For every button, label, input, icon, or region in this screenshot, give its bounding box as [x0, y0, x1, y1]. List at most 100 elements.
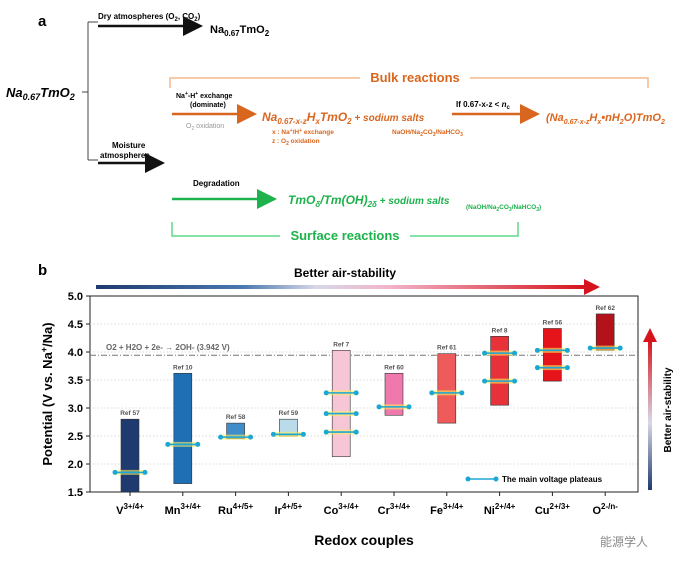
ref-label: Ref 62 — [595, 305, 615, 312]
ref-label: Ref 57 — [120, 410, 140, 417]
right-gradient-arrow — [648, 340, 652, 490]
ref-label: Ref 59 — [279, 410, 299, 417]
dry-atmosphere-label: Dry atmospheres (O2, CO2) — [98, 12, 201, 23]
reference-line-label: O2 + H2O + 2e- → 2OH- (3.942 V) — [106, 343, 230, 352]
plateau-point — [218, 434, 224, 440]
range-bar — [173, 372, 193, 484]
range-bar — [543, 328, 562, 382]
ref-label: Ref 7 — [333, 341, 349, 348]
x-tick-label: Mn3+/4+ — [165, 502, 202, 517]
range-bar — [120, 418, 140, 493]
plateau-point — [482, 378, 488, 384]
plateau-point — [112, 469, 118, 475]
plateau-point — [512, 350, 518, 356]
range-bar — [437, 353, 457, 424]
panel-b: b Better air-stability Better air-stabil… — [38, 262, 674, 549]
plateau-point — [564, 365, 570, 371]
note-z: z : O2 oxidation — [272, 138, 320, 147]
bulk-condition: If 0.67-x-z < nc — [456, 100, 510, 111]
panel-b-label: b — [38, 262, 47, 279]
y-tick-label: 2.0 — [68, 459, 83, 471]
plateau-point — [195, 441, 201, 447]
plot-frame — [89, 295, 639, 493]
x-tick-label: Ru4+/5+ — [218, 502, 253, 517]
y-tick-label: 2.5 — [68, 431, 83, 443]
plateau-point — [587, 345, 593, 351]
bulk-intermediate: Na0.67-x-zHxTmO2 + sodium salts — [262, 110, 425, 126]
y-tick-label: 4.5 — [68, 319, 83, 331]
watermark: 能源学人 — [600, 534, 648, 549]
plateau-point — [270, 431, 276, 437]
start-formula: Na0.67TmO2 — [6, 85, 75, 102]
oxidation-label: O2 oxidation — [186, 123, 224, 132]
top-gradient-arrow — [96, 285, 586, 289]
moisture-label: Moisture — [112, 141, 146, 150]
plateau-point — [353, 411, 359, 417]
plateau-point — [248, 434, 254, 440]
plateau-point — [323, 390, 329, 396]
bulk-title: Bulk reactions — [370, 70, 460, 85]
panel-a-label: a — [38, 13, 47, 30]
plateau-point — [353, 429, 359, 435]
plateau-point — [353, 390, 359, 396]
x-axis-label: Redox couples — [314, 532, 414, 548]
plateau-point — [300, 431, 306, 437]
plateau-point — [564, 347, 570, 353]
plateau-point — [323, 429, 329, 435]
plateau-point — [482, 350, 488, 356]
x-tick-label: Ni2+/4+ — [484, 502, 516, 517]
plateau-point — [534, 347, 540, 353]
plateau-point — [323, 411, 329, 417]
x-tick-label: Co3+/4+ — [324, 502, 359, 517]
svg-text:(dominate): (dominate) — [190, 102, 226, 109]
plateau-point — [512, 378, 518, 384]
x-tick-label: Cu2+/3+ — [535, 502, 570, 517]
x-tick-label: V3+/4+ — [116, 502, 144, 517]
range-bar — [490, 336, 509, 406]
top-arrow-label: Better air-stability — [294, 266, 396, 280]
plateau-point — [406, 404, 412, 410]
right-arrow-label: Better air-stability — [663, 367, 674, 452]
y-tick-label: 5.0 — [68, 291, 83, 303]
exchange-label: Na+-H+ exchange — [176, 91, 233, 100]
svg-text:atmospheres: atmospheres — [100, 151, 150, 160]
y-tick-label: 4.0 — [68, 347, 83, 359]
ref-label: Ref 8 — [492, 327, 508, 334]
plateau-point — [617, 345, 623, 351]
x-tick-label: Fe3+/4+ — [430, 502, 464, 517]
y-tick-label: 3.5 — [68, 375, 83, 387]
y-axis-label: Potential (V vs. Na+/Na) — [39, 322, 55, 465]
plateau-point — [429, 390, 435, 396]
legend: The main voltage plateaus — [465, 475, 603, 484]
surface-product: TmOδ/Tm(OH)2δ + sodium salts — [288, 193, 450, 209]
y-tick-label: 3.0 — [68, 403, 83, 415]
bulk-salts: NaOH/Na2CO3/NaHCO3 — [392, 129, 463, 138]
surface-salts: (NaOH/Na2CO3/NaHCO3) — [466, 204, 541, 213]
plateau-point — [459, 390, 465, 396]
ref-label: Ref 10 — [173, 364, 193, 371]
degradation-label: Degradation — [193, 179, 240, 188]
surface-title: Surface reactions — [290, 228, 399, 243]
y-axis-ticks: 1.5 2.0 2.5 3.0 3.5 4.0 4.5 5.0 — [68, 291, 90, 499]
legend-label: The main voltage plateaus — [502, 475, 603, 484]
plateau-point — [376, 404, 382, 410]
bars: Ref 57 Ref 10 Ref 58 Ref 59 Ref 7 Ref 60 Ref 6… — [112, 305, 623, 493]
ref-label: Ref 58 — [226, 414, 246, 421]
x-tick-label: O2-/n- — [592, 502, 618, 517]
dry-product: Na0.67TmO2 — [210, 24, 270, 38]
plateau-point — [142, 469, 148, 475]
x-axis-ticks: V3+/4+ Mn3+/4+ Ru4+/5+ Ir4+/5+ Co3+/4+ Cr3+/4… — [116, 492, 618, 517]
note-x: x : Na+/H+ exchange — [272, 128, 334, 136]
ref-label: Ref 56 — [543, 319, 563, 326]
x-tick-label: Cr3+/4+ — [378, 502, 411, 517]
panel-a: a Na0.67TmO2 Dry atmospheres (O2, CO2) N… — [6, 12, 665, 244]
ref-label: Ref 61 — [437, 345, 457, 352]
branch-bracket — [82, 22, 89, 160]
plateau-point — [165, 441, 171, 447]
y-tick-label: 1.5 — [68, 487, 83, 499]
bulk-product: (Na0.67-x-zHx•nH2O)TmO2 — [546, 112, 665, 126]
plateau-point — [534, 365, 540, 371]
x-tick-label: Ir4+/5+ — [274, 502, 302, 517]
range-bar — [331, 350, 351, 458]
